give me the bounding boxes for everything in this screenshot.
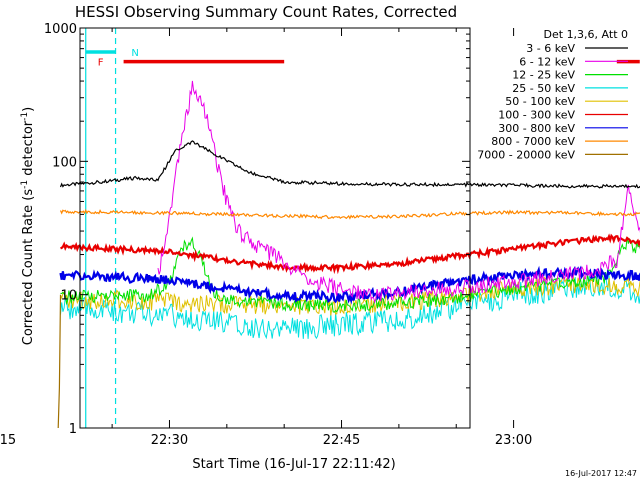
plot-area: NFS xyxy=(57,28,640,429)
legend-label-4: 50 - 100 keV xyxy=(505,95,575,108)
y-tick-label-1: 10 xyxy=(60,289,77,304)
y-axis: 1 10 100 1000 xyxy=(44,22,470,437)
x-tick-label-2: 22:45 xyxy=(323,433,360,448)
series-lines xyxy=(57,80,640,429)
y-axis-label-end: ) xyxy=(21,107,36,112)
legend-label-8: 7000 - 20000 keV xyxy=(477,148,575,161)
legend-label-0: 3 - 6 keV xyxy=(526,42,575,55)
legend-label-7: 800 - 7000 keV xyxy=(491,135,575,148)
y-axis-label-sup-1: -1 xyxy=(20,180,30,189)
y-axis-label: Corrected Count Rate (s-1 detector-1) xyxy=(20,107,36,345)
y-tick-label-2: 100 xyxy=(52,155,77,170)
series-line-band-3 xyxy=(60,272,640,340)
flag-label-1: F xyxy=(98,58,104,69)
legend-label-2: 12 - 25 keV xyxy=(512,69,575,82)
series-line-band-1 xyxy=(157,80,640,304)
series-line-band-8 xyxy=(57,294,62,429)
legend-label-3: 25 - 50 keV xyxy=(512,82,575,95)
plot-frame xyxy=(79,27,471,429)
series-line-band-7 xyxy=(59,208,640,220)
legend-label-5: 100 - 300 keV xyxy=(498,109,575,122)
x-tick-label-1: 22:30 xyxy=(151,433,188,448)
series-line-band-0 xyxy=(59,140,640,189)
vertical-markers xyxy=(85,28,117,428)
x-tick-label-3: 23:00 xyxy=(495,433,532,448)
y-axis-label-sup-2: -1 xyxy=(20,112,30,121)
flag-bars: NFS xyxy=(85,48,640,69)
y-axis-label-mid: detector xyxy=(21,120,36,180)
chart-title: HESSI Observing Summary Count Rates, Cor… xyxy=(75,3,457,21)
x-tick-label-0: 22:15 xyxy=(0,433,16,448)
y-tick-label-3: 1000 xyxy=(44,22,77,37)
flag-label-0: N xyxy=(131,48,138,59)
footer-timestamp: 16-Jul-2017 12:47 xyxy=(565,469,637,478)
series-line-band-6 xyxy=(59,265,640,305)
series-line-band-5 xyxy=(60,233,640,275)
x-axis-label: Start Time (16-Jul-17 22:11:42) xyxy=(192,457,395,472)
legend-label-6: 300 - 800 keV xyxy=(498,122,575,135)
y-tick-label-0: 1 xyxy=(69,422,77,437)
legend-label-1: 6 - 12 keV xyxy=(519,55,575,68)
legend-header: Det 1,3,6, Att 0 xyxy=(544,28,628,41)
y-axis-label-main: Corrected Count Rate (s xyxy=(21,189,36,346)
